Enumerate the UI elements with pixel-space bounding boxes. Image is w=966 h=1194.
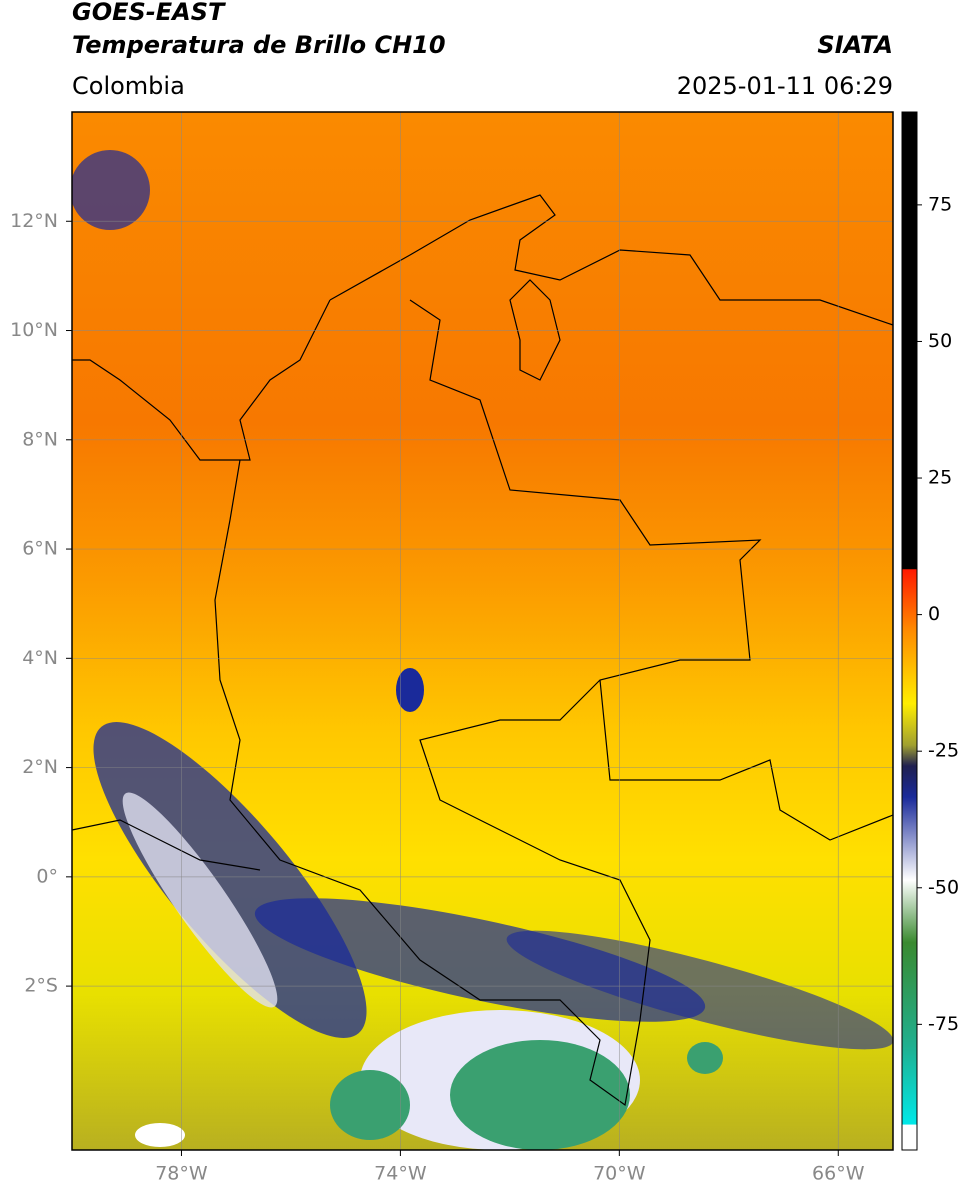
borders (71, 194, 894, 1107)
x-tick-label: 70°W (593, 1163, 646, 1185)
colorbar (901, 111, 918, 1151)
y-tick-label: 6°N (22, 538, 58, 560)
satellite-image (72, 112, 893, 1150)
y-tick-label: 2°S (24, 975, 58, 997)
title-line2: Temperatura de Brillo CH10 (72, 31, 446, 59)
y-tick-label: 0° (36, 865, 58, 887)
source: SIATA (817, 31, 893, 59)
colorbar-tick-label: -75 (928, 1013, 959, 1035)
colorbar-tick-label: 25 (928, 467, 952, 489)
y-tick-label: 4°N (22, 647, 58, 669)
map-frame (71, 111, 894, 1151)
y-tick-label: 8°N (22, 428, 58, 450)
x-tick-label: 66°W (812, 1163, 865, 1185)
colorbar-tick-label: 0 (928, 603, 940, 625)
region: Colombia (72, 72, 185, 100)
colorbar-tick-label: 75 (928, 193, 952, 215)
datetime: 2025-01-11 06:29 (677, 72, 893, 100)
colorbar-tick-label: 50 (928, 330, 952, 352)
x-tick-label: 74°W (374, 1163, 427, 1185)
colorbar-tick-label: -25 (928, 740, 959, 762)
colorbar-tick-label: -50 (928, 876, 959, 898)
title-line1: GOES-EAST (72, 0, 226, 26)
y-tick-label: 12°N (10, 210, 58, 232)
y-tick-label: 10°N (10, 319, 58, 341)
y-tick-label: 2°N (22, 756, 58, 778)
x-tick-label: 78°W (155, 1163, 208, 1185)
